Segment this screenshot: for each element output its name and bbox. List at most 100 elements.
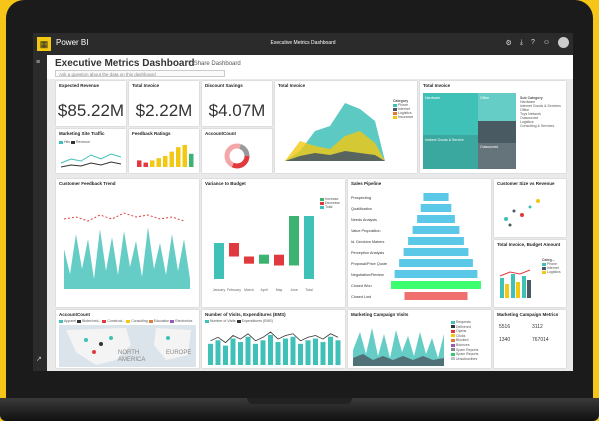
funnel-stage-label: Perception Analysis — [351, 251, 384, 255]
treemap-legend: Sub Category Hardware Internet Goods & S… — [520, 96, 561, 128]
left-nav-rail: ≡ ↗ — [33, 55, 47, 371]
tile-title: Customer Feedback Trend — [59, 181, 116, 186]
map-legend: Apparel Biotechnol... Construct... Consu… — [59, 319, 192, 323]
legend-item: Opens — [451, 329, 478, 334]
legend-label: Increase — [325, 197, 339, 201]
legend-label: Biotechnol... — [82, 319, 102, 323]
scatter-chart — [504, 199, 540, 227]
legend-label: Bounces — [456, 342, 470, 347]
waterfall-chart: January February March April May June Total — [213, 216, 314, 292]
feedback-bar — [189, 153, 194, 167]
funnel-bar — [423, 193, 449, 201]
tile-feedback-ratings[interactable]: Feedback Ratings — [129, 129, 199, 173]
tile-expected-revenue[interactable]: Expected Revenue $85.22M — [56, 81, 126, 126]
tile-title: Variance to Budget — [205, 181, 246, 186]
waterfall-category-label: April — [260, 288, 267, 292]
map — [59, 325, 196, 367]
feedback-bar — [176, 147, 181, 167]
visits-bar — [328, 336, 333, 365]
feedback-trend-chart — [63, 212, 190, 289]
tile-title: Number of Visits, Expenditures (EMS) — [205, 312, 286, 317]
tile-visits-expenditures[interactable]: Number of Visits, Expenditures (EMS) Num… — [202, 310, 345, 368]
settings-icon[interactable]: ⚙ — [505, 39, 512, 47]
waterfall-bar — [229, 243, 239, 257]
waterfall-bar — [244, 256, 254, 264]
tile-account-count-donut[interactable]: AccountCount — [202, 129, 272, 173]
kpi-value: $2.22M — [135, 101, 193, 120]
dashboard-header: Executive Metrics Dashboard ⇪ Share Dash… — [47, 55, 573, 79]
tile-total-invoice-kpi[interactable]: Total Invoice $2.22M — [129, 81, 199, 126]
waterfall-bar — [274, 254, 284, 266]
feedback-icon[interactable]: ☺ — [542, 39, 550, 46]
funnel-bar — [420, 204, 452, 212]
avatar[interactable] — [558, 37, 569, 48]
tile-sales-pipeline[interactable]: Sales Pipeline Prospecting Qualification N… — [348, 179, 491, 307]
legend-item: Increase — [320, 197, 340, 201]
treemap — [423, 93, 516, 169]
feedback-bar-chart — [137, 145, 194, 167]
funnel-stage-label: Value Proposition — [351, 229, 380, 233]
legend-item: Insurance — [393, 115, 413, 119]
tile-account-count-map[interactable]: AccountCount Apparel Biotechnol... Const… — [56, 310, 199, 368]
treemap-label: Indirect Goods & Service — [425, 138, 464, 142]
funnel-bar — [403, 248, 469, 256]
tile-discount-savings[interactable]: Discount Savings $4.07M — [202, 81, 272, 126]
tile-invoice-budget[interactable]: Total Invoice, Budget Amount Categ... Ph… — [494, 240, 566, 307]
legend-label: Hits — [64, 140, 71, 144]
visits-bar — [290, 336, 296, 365]
metric-value: 1340 — [499, 337, 511, 343]
tile-customer-feedback-trend[interactable]: Customer Feedback Trend — [56, 179, 199, 307]
download-icon[interactable]: ⤓ — [519, 38, 523, 46]
qa-input[interactable]: Ask a question about the data on this da… — [55, 70, 225, 77]
tile-title: AccountCount — [59, 312, 90, 317]
legend-item: Internet — [393, 107, 413, 111]
legend-label: Outsourced — [520, 116, 539, 120]
invoice-budget-legend: Categ... Phone Internet Logistics — [542, 258, 561, 274]
expand-icon[interactable]: ↗ — [36, 356, 42, 363]
metric-value: 767014 — [532, 337, 549, 343]
waterfall-category-label: Total — [305, 288, 313, 292]
feedback-bar — [137, 160, 142, 167]
legend-label: Consulting — [131, 319, 148, 323]
legend-label: Electronics — [175, 319, 193, 323]
tile-total-invoice-area[interactable]: Total Invoice Category Phone Internet Lo… — [275, 81, 417, 173]
legend-label: Delivered — [456, 324, 471, 329]
tile-marketing-site-traffic[interactable]: Marketing Site Traffic Hits Revenue — [56, 129, 126, 173]
feedback-bar — [143, 162, 148, 167]
visits-bar — [253, 343, 258, 365]
visits-bar — [268, 335, 273, 365]
legend-label: Spam Reports — [456, 352, 479, 357]
visits-bar — [238, 342, 243, 365]
tile-marketing-campaign-metrics[interactable]: Marketing Campaign Metrics 5516 3112 134… — [494, 310, 566, 368]
app-launcher-icon[interactable]: ▦ — [37, 37, 51, 51]
tile-title: Discount Savings — [205, 83, 243, 88]
page-title: Executive Metrics Dashboard — [55, 58, 195, 69]
tile-marketing-campaign-visits[interactable]: Marketing Campaign Visits Requests Deliv… — [348, 310, 491, 368]
menu-icon[interactable]: ≡ — [36, 59, 41, 66]
legend-item: Blocked — [451, 338, 478, 343]
legend-item: Spam Reports — [451, 348, 478, 353]
tile-customer-size-revenue[interactable]: Customer Size vs Revenue — [494, 179, 566, 237]
visits-bar — [335, 340, 341, 365]
waterfall-category-label: January — [213, 288, 226, 292]
legend-label: Requests — [456, 320, 471, 324]
metric-value: 3112 — [532, 324, 543, 330]
kpi-value: $4.07M — [208, 101, 266, 120]
legend-label: Revenue — [76, 140, 91, 144]
window-title: Executive Metrics Dashboard — [270, 40, 336, 46]
visits-bar — [215, 340, 221, 365]
funnel-bar — [412, 226, 460, 234]
share-label: Share Dashboard — [193, 61, 241, 67]
visits-combo-chart — [208, 331, 341, 365]
treemap-label: Outsourced — [480, 145, 499, 149]
waterfall-category-label: June — [290, 288, 298, 292]
help-icon[interactable]: ? — [530, 39, 535, 46]
funnel-stage-label: Needs Analysis — [351, 218, 377, 222]
legend-label: Number of Visits — [210, 319, 236, 323]
legend-label: Clicks — [456, 333, 466, 338]
visits-legend: Number of Visits Expenditures (EMS) — [205, 319, 273, 323]
visits-bar — [313, 338, 318, 365]
share-dashboard-button[interactable]: ⇪ Share Dashboard — [187, 61, 241, 67]
tile-total-invoice-treemap[interactable]: Total Invoice Hardware Office Indirect G… — [420, 81, 566, 173]
tile-variance-to-budget[interactable]: Variance to Budget January February March A… — [202, 179, 345, 307]
